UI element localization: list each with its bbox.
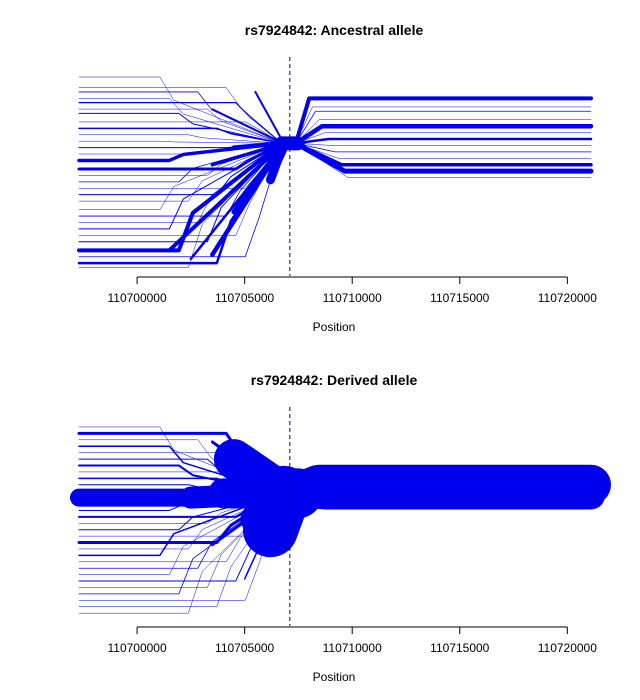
x-tick-label: 110700000 bbox=[107, 641, 167, 655]
right-haplotype-branch bbox=[295, 110, 592, 144]
left-join-segment bbox=[210, 141, 286, 167]
x-axis-label: Position bbox=[313, 670, 356, 684]
right-haplotype-branch bbox=[295, 143, 592, 178]
x-axis-label: Position bbox=[313, 320, 356, 334]
left-haplotype-branch bbox=[78, 112, 283, 144]
left-haplotype-branch bbox=[77, 141, 284, 253]
x-tick-label: 110715000 bbox=[430, 291, 490, 305]
left-haplotype-branch bbox=[77, 141, 284, 171]
left-haplotype-branch bbox=[78, 143, 283, 210]
chart-title: rs7924842: Derived allele bbox=[251, 372, 418, 388]
right-haplotype-branch bbox=[295, 106, 592, 144]
right-haplotype-branch bbox=[293, 96, 593, 146]
right-haplotype-branch bbox=[295, 493, 592, 503]
left-haplotype-branch bbox=[78, 492, 283, 557]
x-tick-label: 110715000 bbox=[430, 641, 490, 655]
left-haplotype-branch bbox=[78, 87, 283, 144]
right-haplotype-branch bbox=[295, 143, 592, 146]
left-haplotype-branch bbox=[78, 76, 283, 144]
left-haplotype-branch bbox=[78, 493, 283, 614]
left-haplotype-branch bbox=[78, 493, 283, 550]
x-tick-label: 110710000 bbox=[323, 291, 383, 305]
right-haplotype-branch bbox=[295, 142, 592, 153]
left-join-segment bbox=[211, 108, 285, 145]
left-haplotype-branch bbox=[78, 91, 283, 144]
chart-title: rs7924842: Ancestral allele bbox=[245, 22, 424, 38]
left-haplotype-branch bbox=[78, 140, 283, 144]
right-haplotype-branch bbox=[295, 132, 592, 144]
x-tick-label: 110720000 bbox=[538, 291, 598, 305]
ancestral-allele-panel: rs7924842: Ancestral allele 110700000 110… bbox=[77, 22, 598, 334]
left-haplotype-branch bbox=[78, 127, 283, 145]
left-haplotype-branch bbox=[78, 98, 283, 144]
left-join-segment bbox=[254, 90, 285, 145]
left-haplotype-branch bbox=[78, 102, 283, 144]
left-haplotype-branch bbox=[78, 108, 283, 144]
right-haplotype-branch bbox=[295, 493, 592, 507]
x-tick-label: 110705000 bbox=[215, 641, 275, 655]
left-haplotype-branch bbox=[78, 121, 283, 144]
x-tick-label: 110720000 bbox=[538, 641, 598, 655]
right-haplotype-branch bbox=[281, 479, 605, 510]
right-haplotype-branch bbox=[293, 140, 594, 174]
plot-area bbox=[70, 407, 611, 626]
left-haplotype-branch bbox=[78, 142, 283, 230]
left-haplotype-branch bbox=[78, 143, 283, 202]
x-axis: 110700000 110705000 110710000 110715000 1107… bbox=[107, 276, 598, 305]
left-haplotype-branch bbox=[78, 134, 283, 144]
right-haplotype-branch bbox=[295, 119, 592, 144]
x-tick-label: 110705000 bbox=[215, 291, 275, 305]
plot-area bbox=[77, 57, 594, 276]
x-tick-label: 110700000 bbox=[107, 291, 167, 305]
x-tick-label: 110710000 bbox=[323, 641, 383, 655]
right-haplotype-branch bbox=[294, 141, 593, 167]
right-haplotype-branch bbox=[293, 123, 594, 146]
derived-allele-panel: rs7924842: Derived allele 110700000 11070… bbox=[70, 372, 611, 684]
x-axis: 110700000 110705000 110710000 110715000 1107… bbox=[107, 626, 598, 655]
left-join-segment bbox=[167, 141, 286, 253]
right-haplotype-branch bbox=[294, 137, 593, 145]
left-haplotype-branch bbox=[78, 493, 283, 575]
